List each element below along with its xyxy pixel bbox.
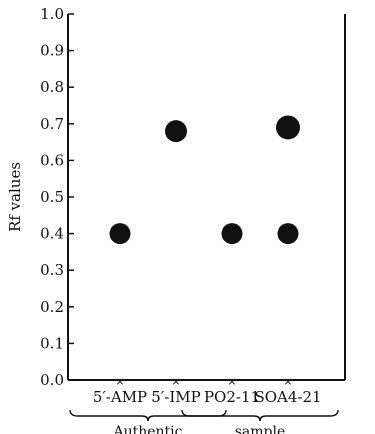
x-ticks: ×5′-AMP×5′-IMP×PO2-11×SOA4-21: [93, 375, 322, 406]
y-tick-label: 0.1: [40, 334, 64, 352]
x-tick-label: PO2-11: [204, 388, 260, 406]
y-tick-label: 0.2: [40, 298, 64, 316]
y-tick-label: 0.7: [40, 115, 64, 133]
data-point: [277, 223, 299, 245]
y-ticks: 0.0 0.1 0.2 0.3 0.4 0.5 0.6 0.7 0.8 0.9 1.0: [40, 5, 74, 389]
group-label: sample: [235, 424, 286, 434]
x-tick-mark: ×: [171, 375, 180, 388]
x-tick-label: 5′-IMP: [151, 388, 200, 406]
y-tick-label: 0.0: [40, 371, 64, 389]
y-tick-label: 0.9: [40, 42, 64, 60]
y-tick-label: 0.3: [40, 261, 64, 279]
group-braces: Authentic sample: [69, 409, 339, 434]
data-point: [165, 120, 187, 143]
y-tick-label: 0.4: [40, 225, 64, 243]
x-tick-mark: ×: [283, 375, 292, 388]
x-tick-label: SOA4-21: [254, 388, 321, 406]
data-point: [109, 223, 131, 245]
data-points: [109, 115, 300, 245]
chart-axes: [67, 14, 346, 381]
y-tick-label: 0.5: [40, 188, 64, 206]
group-brace: [181, 409, 339, 422]
x-tick-label: 5′-AMP: [93, 388, 147, 406]
x-tick-mark: ×: [227, 375, 236, 388]
y-tick-label: 1.0: [40, 5, 64, 23]
data-point: [276, 115, 300, 140]
group-label: Authentic: [112, 424, 182, 434]
y-tick-label: 0.8: [40, 78, 64, 96]
data-point: [221, 223, 243, 245]
y-tick-label: 0.6: [40, 151, 64, 169]
y-axis-title: Rf values: [6, 162, 24, 232]
x-tick-mark: ×: [115, 375, 124, 388]
